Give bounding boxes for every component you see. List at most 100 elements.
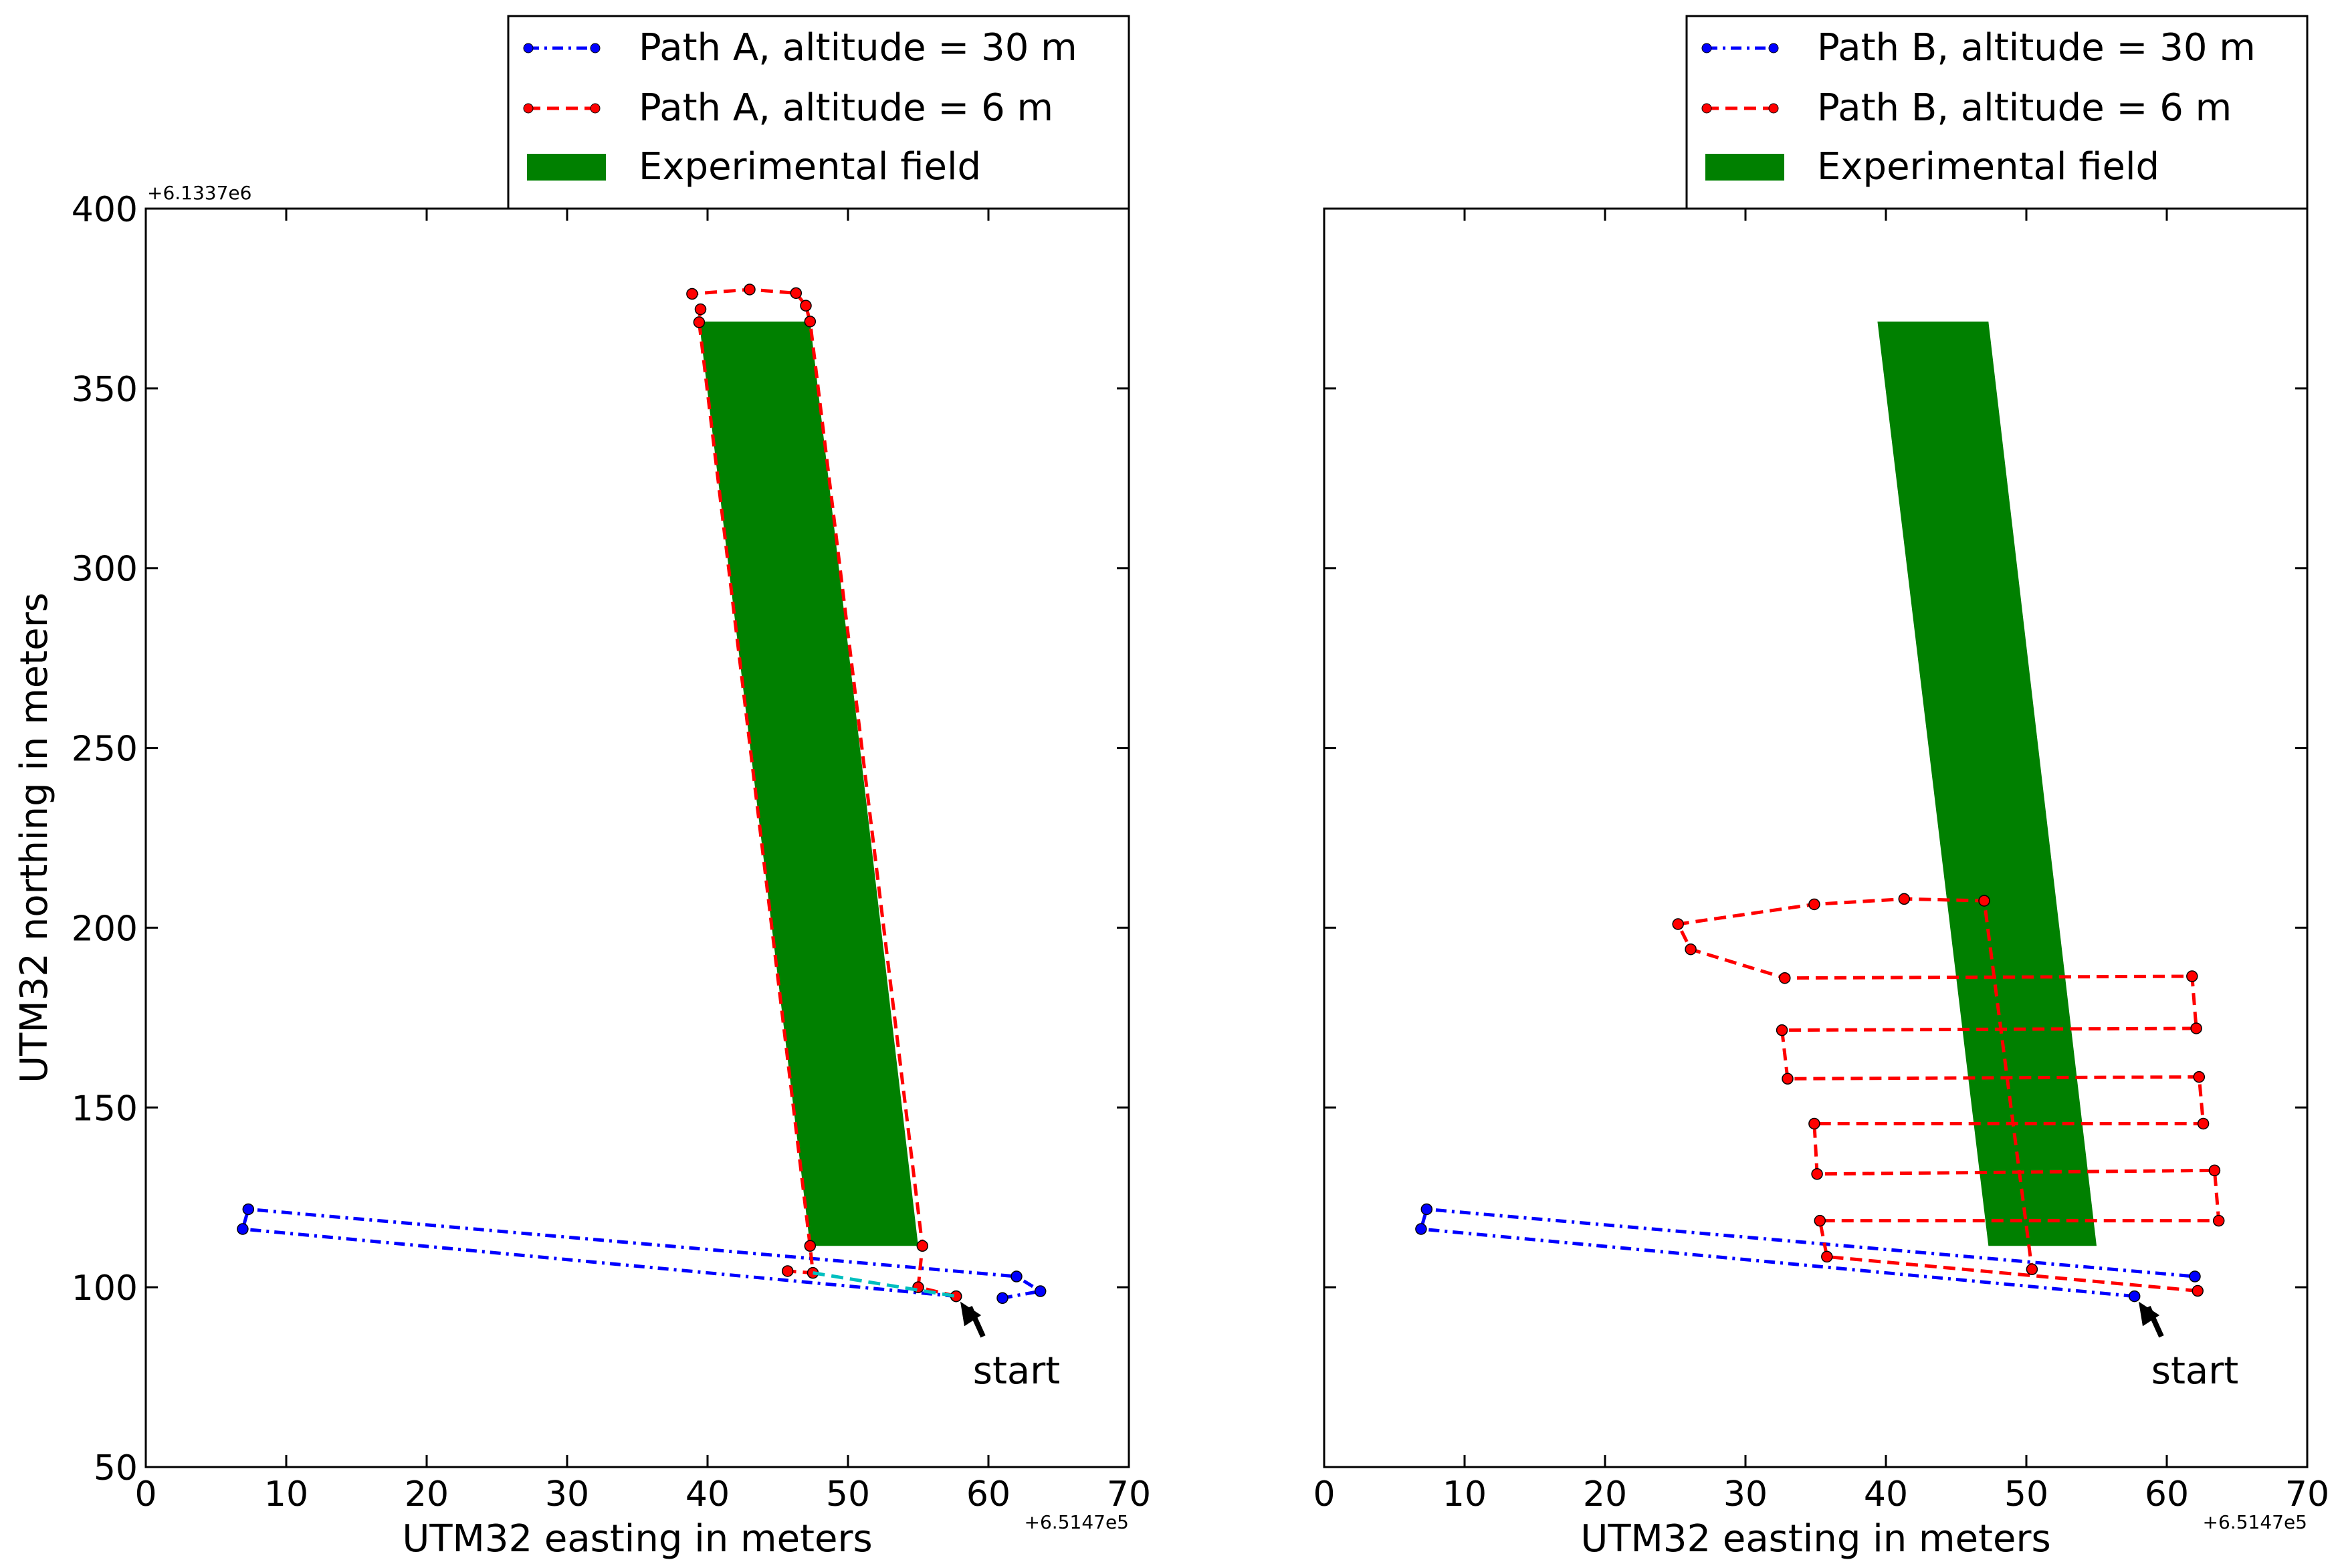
panel-a-start-label: start <box>973 1349 1060 1393</box>
panel-b-series-0-point <box>2189 1270 2201 1282</box>
panel-a-series-0-point <box>1034 1285 1047 1297</box>
panel-b-x-tick-label: 0 <box>1313 1474 1335 1515</box>
panel-a-y-tick-label: 50 <box>94 1448 138 1488</box>
panel-a-series-1-point <box>916 1240 929 1252</box>
panel-b-series-1-line <box>1676 897 2221 1293</box>
panel-a-y-tick-label: 400 <box>72 190 138 230</box>
panel-b-x-tick-label: 60 <box>2145 1474 2189 1515</box>
panel-b-series-1-point <box>2197 1117 2210 1130</box>
panel-a-y-tick-label: 250 <box>72 730 138 770</box>
panel-b-series-1-point <box>1808 1117 1820 1130</box>
panel-a-legend-label-field: Experimental field <box>639 145 981 189</box>
panel-b-x-tick-label: 50 <box>2004 1474 2048 1515</box>
panel-b-series-0-point <box>1415 1223 1427 1235</box>
panel-a-series-1-point <box>804 316 817 328</box>
panel-b-series-1-point <box>2208 1164 2221 1177</box>
panel-a-series-1-point <box>693 316 706 328</box>
panel-a-x-tick-label: 50 <box>826 1474 870 1515</box>
panel-a-x-offset-label: +6.5147e5 <box>1025 1511 1129 1533</box>
panel-a-series-1-point <box>790 287 803 300</box>
panel-a-plot-area <box>146 209 1129 1467</box>
panel-a-experimental-field <box>699 321 918 1246</box>
panel-b-series-0-point <box>2128 1290 2141 1303</box>
panel-a-y-offset-label: +6.1337e6 <box>147 182 251 204</box>
panel-b-series-1-point <box>1685 943 1697 956</box>
panel-a-series-2-line <box>813 1271 957 1299</box>
panel-b-series-0-point <box>1420 1203 1433 1216</box>
panel-a-series-0-point <box>1010 1270 1023 1282</box>
panel-b-series-1-point <box>2026 1263 2038 1276</box>
panel-a-series-1-point <box>804 1240 817 1252</box>
panel-b-series-0-line <box>1419 1207 2196 1299</box>
panel-a-legend-marker <box>590 43 601 53</box>
panel-b-legend-marker <box>1768 43 1779 53</box>
panel-a-series-1-point <box>800 300 812 312</box>
panel-a-x-tick-label: 10 <box>264 1474 308 1515</box>
panel-a-legend-label-30m: Path A, altitude = 30 m <box>639 26 1077 70</box>
panel-a-x-axis-label: UTM32 easting in meters <box>402 1517 872 1561</box>
panel-b-plot-area <box>1324 209 2307 1467</box>
panel-b-series-1-point <box>1898 893 1911 905</box>
panel-a-y-tick-label: 150 <box>72 1089 138 1129</box>
panel-b-legend-marker <box>1701 43 1712 53</box>
panel-b-legend-label-6m: Path B, altitude = 6 m <box>1817 86 2232 130</box>
panel-a-legend: Path A, altitude = 30 m Path A, altitude… <box>507 15 1130 210</box>
panel-a-series-0-point <box>242 1203 255 1216</box>
panel-a-start-arrow-head <box>960 1301 982 1327</box>
panel-a-series-0-point <box>996 1292 1008 1305</box>
panel-b-x-tick-label: 70 <box>2285 1474 2329 1515</box>
panel-a-y-tick-label: 200 <box>72 909 138 949</box>
panel-b-series-1-point <box>2212 1214 2225 1227</box>
panel-a-x-tick-label: 60 <box>966 1474 1010 1515</box>
panel-b-series-1-point <box>1672 918 1684 930</box>
panel-b-series-1-point <box>1821 1250 1833 1263</box>
panel-b-x-axis-label: UTM32 easting in meters <box>1580 1517 2050 1561</box>
panel-b-series-1-point <box>2190 1022 2202 1034</box>
panel-b-series-1-point <box>2193 1071 2206 1083</box>
panel-a-series-0-line <box>241 1207 1043 1300</box>
panel-a-x-tick-label: 70 <box>1107 1474 1151 1515</box>
panel-a-series-1-point <box>694 303 707 316</box>
panel-b-legend-marker <box>1701 103 1712 114</box>
panel-b: start 0 10 20 30 40 50 60 70 UTM32 easting in m… <box>1313 15 2329 1561</box>
panel-a-legend-label-6m: Path A, altitude = 6 m <box>639 86 1053 130</box>
panel-a-y-axis-label: UTM32 northing in meters <box>13 592 56 1083</box>
panel-b-series-1-point <box>1978 895 1990 907</box>
panel-b-series-1-point <box>1782 1073 1794 1085</box>
panel-b-legend-label-field: Experimental field <box>1817 145 2159 189</box>
panel-b-series-1-point <box>2192 1284 2204 1297</box>
panel-b-legend: Path B, altitude = 30 m Path B, altitude… <box>1685 15 2309 210</box>
panel-a-y-tick-label: 100 <box>72 1268 138 1309</box>
panel-b-series-1-point <box>1814 1214 1826 1227</box>
panel-a-x-tick-label: 40 <box>685 1474 730 1515</box>
panel-b-x-tick-label: 10 <box>1443 1474 1487 1515</box>
panel-a-x-tick-label: 30 <box>545 1474 589 1515</box>
panel-a-series-0-point <box>237 1223 249 1235</box>
panel-a-series-1-point <box>686 288 698 300</box>
panel-b-x-tick-label: 40 <box>1864 1474 1908 1515</box>
panel-b-series-1-point <box>1808 898 1820 911</box>
panel-b-legend-marker <box>1768 103 1779 114</box>
panel-a-y-tick-label: 350 <box>72 370 138 410</box>
panel-b-legend-swatch-field <box>1705 154 1784 181</box>
panel-b-legend-box <box>1685 15 2309 210</box>
panel-a-legend-marker <box>523 43 534 53</box>
panel-a-legend-marker <box>523 103 534 114</box>
panel-b-legend-label-30m: Path B, altitude = 30 m <box>1817 26 2256 70</box>
panel-b-x-tick-label: 30 <box>1723 1474 1768 1515</box>
panel-b-experimental-field <box>1877 321 2097 1246</box>
panel-b-series-1-point <box>1779 972 1791 984</box>
panel-b-series-1-point <box>2186 970 2198 982</box>
panel-a-y-tick-label: 300 <box>72 550 138 590</box>
panel-a-series-1-point <box>744 284 756 296</box>
panel-b-start-label: start <box>2151 1349 2238 1393</box>
panel-b-start-arrow-head <box>2139 1301 2160 1327</box>
panel-a-x-tick-label: 0 <box>134 1474 156 1515</box>
panel-a-series-1-point <box>781 1265 794 1277</box>
panel-a-legend-marker <box>590 103 601 114</box>
panel-b-series-1-point <box>1811 1168 1823 1180</box>
panel-a-x-tick-label: 20 <box>405 1474 449 1515</box>
panel-a: start 0 10 20 30 40 50 60 70 50 100 150 200 250 300 3… <box>13 15 1151 1561</box>
panel-b-series-1-point <box>1776 1024 1788 1036</box>
